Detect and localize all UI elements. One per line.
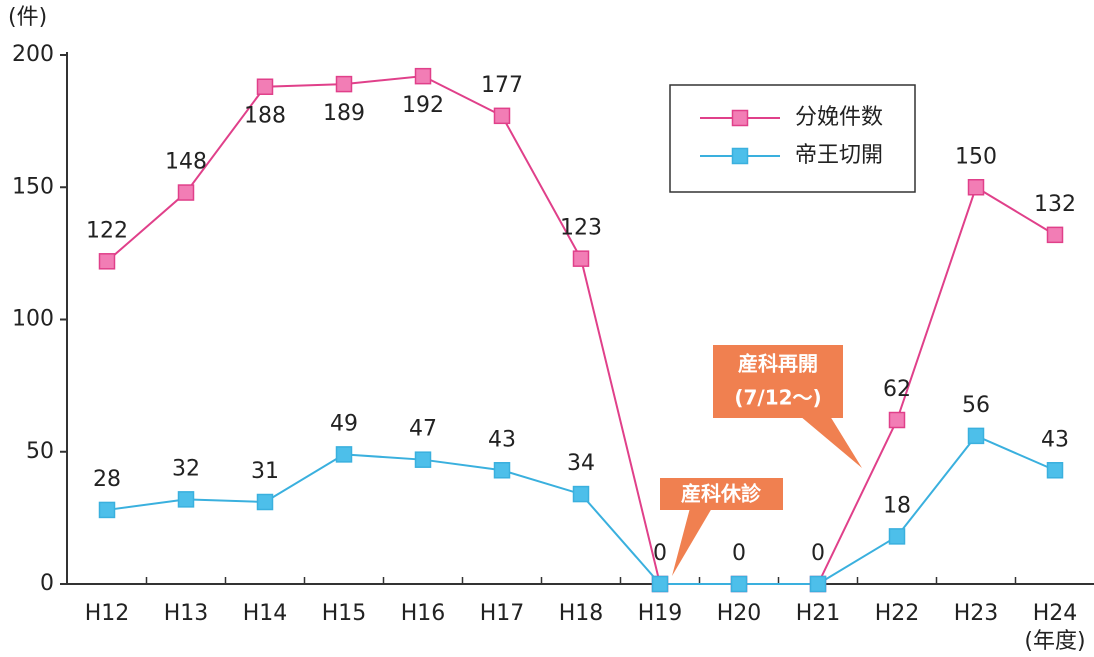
x-tick-label: H13 (164, 601, 209, 626)
y-unit: (件) (8, 5, 47, 30)
x-unit: (年度) (1024, 629, 1085, 654)
marker (179, 185, 194, 200)
marker (653, 577, 668, 592)
y-tick-label: 100 (12, 307, 54, 332)
marker (811, 577, 826, 592)
callout-reopen: 産科再開 (7/12～) (713, 345, 862, 468)
x-tick-label: H17 (480, 601, 525, 626)
y-tick-label: 0 (40, 571, 54, 596)
data-label: 43 (488, 427, 516, 452)
data-label: 0 (811, 541, 825, 566)
y-tick-label: 150 (12, 174, 54, 199)
data-label: 0 (732, 541, 746, 566)
data-label: 148 (165, 150, 207, 175)
y-tick-label: 50 (26, 439, 54, 464)
marker (179, 492, 194, 507)
marker (969, 428, 984, 443)
marker (1048, 463, 1063, 478)
x-tick-label: H16 (401, 601, 446, 626)
marker (258, 495, 273, 510)
data-label: 47 (409, 417, 437, 442)
marker (100, 254, 115, 269)
x-tick-label: H14 (243, 601, 288, 626)
data-label: 123 (560, 216, 602, 241)
data-label: 43 (1041, 427, 1069, 452)
marker (416, 69, 431, 84)
data-label: 62 (883, 377, 911, 402)
marker (890, 413, 905, 428)
x-tick-label: H18 (559, 601, 604, 626)
marker (890, 529, 905, 544)
marker (574, 487, 589, 502)
marker (100, 502, 115, 517)
marker (732, 577, 747, 592)
data-label: 0 (653, 541, 667, 566)
legend-marker (733, 149, 748, 164)
chart: (件) (年度) 産科休診 産科再開 (7/12～) 0 50 100 150 200 H… (0, 0, 1094, 657)
legend-label: 分娩件数 (795, 105, 883, 130)
data-label: 189 (323, 101, 365, 126)
x-tick-label: H20 (717, 601, 762, 626)
callout-closed: 産科休診 (660, 478, 783, 576)
legend (670, 85, 915, 192)
data-label: 177 (481, 73, 523, 98)
data-label: 31 (251, 459, 279, 484)
marker (495, 108, 510, 123)
x-tick-label: H24 (1033, 601, 1078, 626)
marker (969, 180, 984, 195)
data-label: 56 (962, 393, 990, 418)
data-label: 192 (402, 93, 444, 118)
data-label: 150 (955, 144, 997, 169)
marker (1048, 227, 1063, 242)
annotation: 産科再開 (738, 352, 818, 376)
data-label: 122 (86, 218, 128, 243)
data-label: 32 (172, 456, 200, 481)
x-tick-label: H22 (875, 601, 920, 626)
x-tick-label: H12 (85, 601, 130, 626)
x-tick-label: H21 (796, 601, 841, 626)
legend-label: 帝王切開 (795, 143, 883, 168)
annotation: 産科休診 (681, 482, 762, 506)
marker (574, 251, 589, 266)
data-label: 28 (93, 467, 121, 492)
x-tick-label: H15 (322, 601, 367, 626)
data-label: 188 (244, 104, 286, 129)
data-label: 132 (1034, 192, 1076, 217)
x-tick-label: H23 (954, 601, 999, 626)
marker (337, 77, 352, 92)
marker (495, 463, 510, 478)
legend-marker (733, 111, 748, 126)
data-label: 18 (883, 493, 911, 518)
annotation: (7/12～) (734, 386, 821, 410)
data-label: 49 (330, 411, 358, 436)
marker (258, 79, 273, 94)
data-label: 34 (567, 451, 595, 476)
y-tick-label: 200 (12, 42, 54, 67)
marker (337, 447, 352, 462)
marker (416, 452, 431, 467)
x-tick-label: H19 (638, 601, 683, 626)
